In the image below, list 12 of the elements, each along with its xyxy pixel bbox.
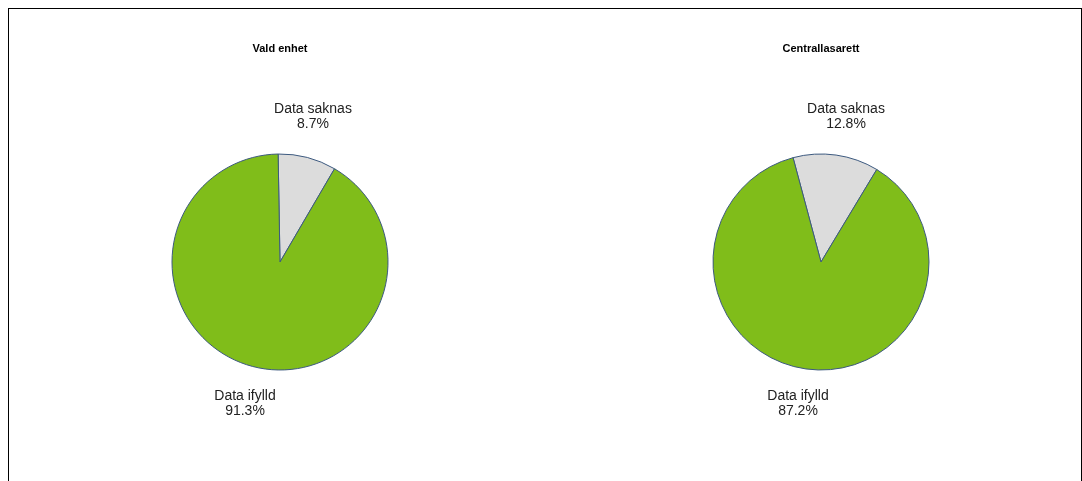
chart-title: Vald enhet xyxy=(252,42,308,54)
pie-slice xyxy=(171,153,389,371)
slice-label: Data saknas xyxy=(274,100,352,116)
slice-label: Data ifylld xyxy=(214,387,276,403)
data-label: 12.8% xyxy=(826,115,866,131)
pie-slice xyxy=(712,157,930,371)
chart-title: Centrallasarett xyxy=(782,42,860,54)
data-label: 87.2% xyxy=(778,402,818,418)
data-label: 91.3% xyxy=(225,402,265,418)
slice-label: Data saknas xyxy=(807,100,885,116)
slice-label: Data ifylld xyxy=(767,387,829,403)
data-label: 8.7% xyxy=(297,115,329,131)
